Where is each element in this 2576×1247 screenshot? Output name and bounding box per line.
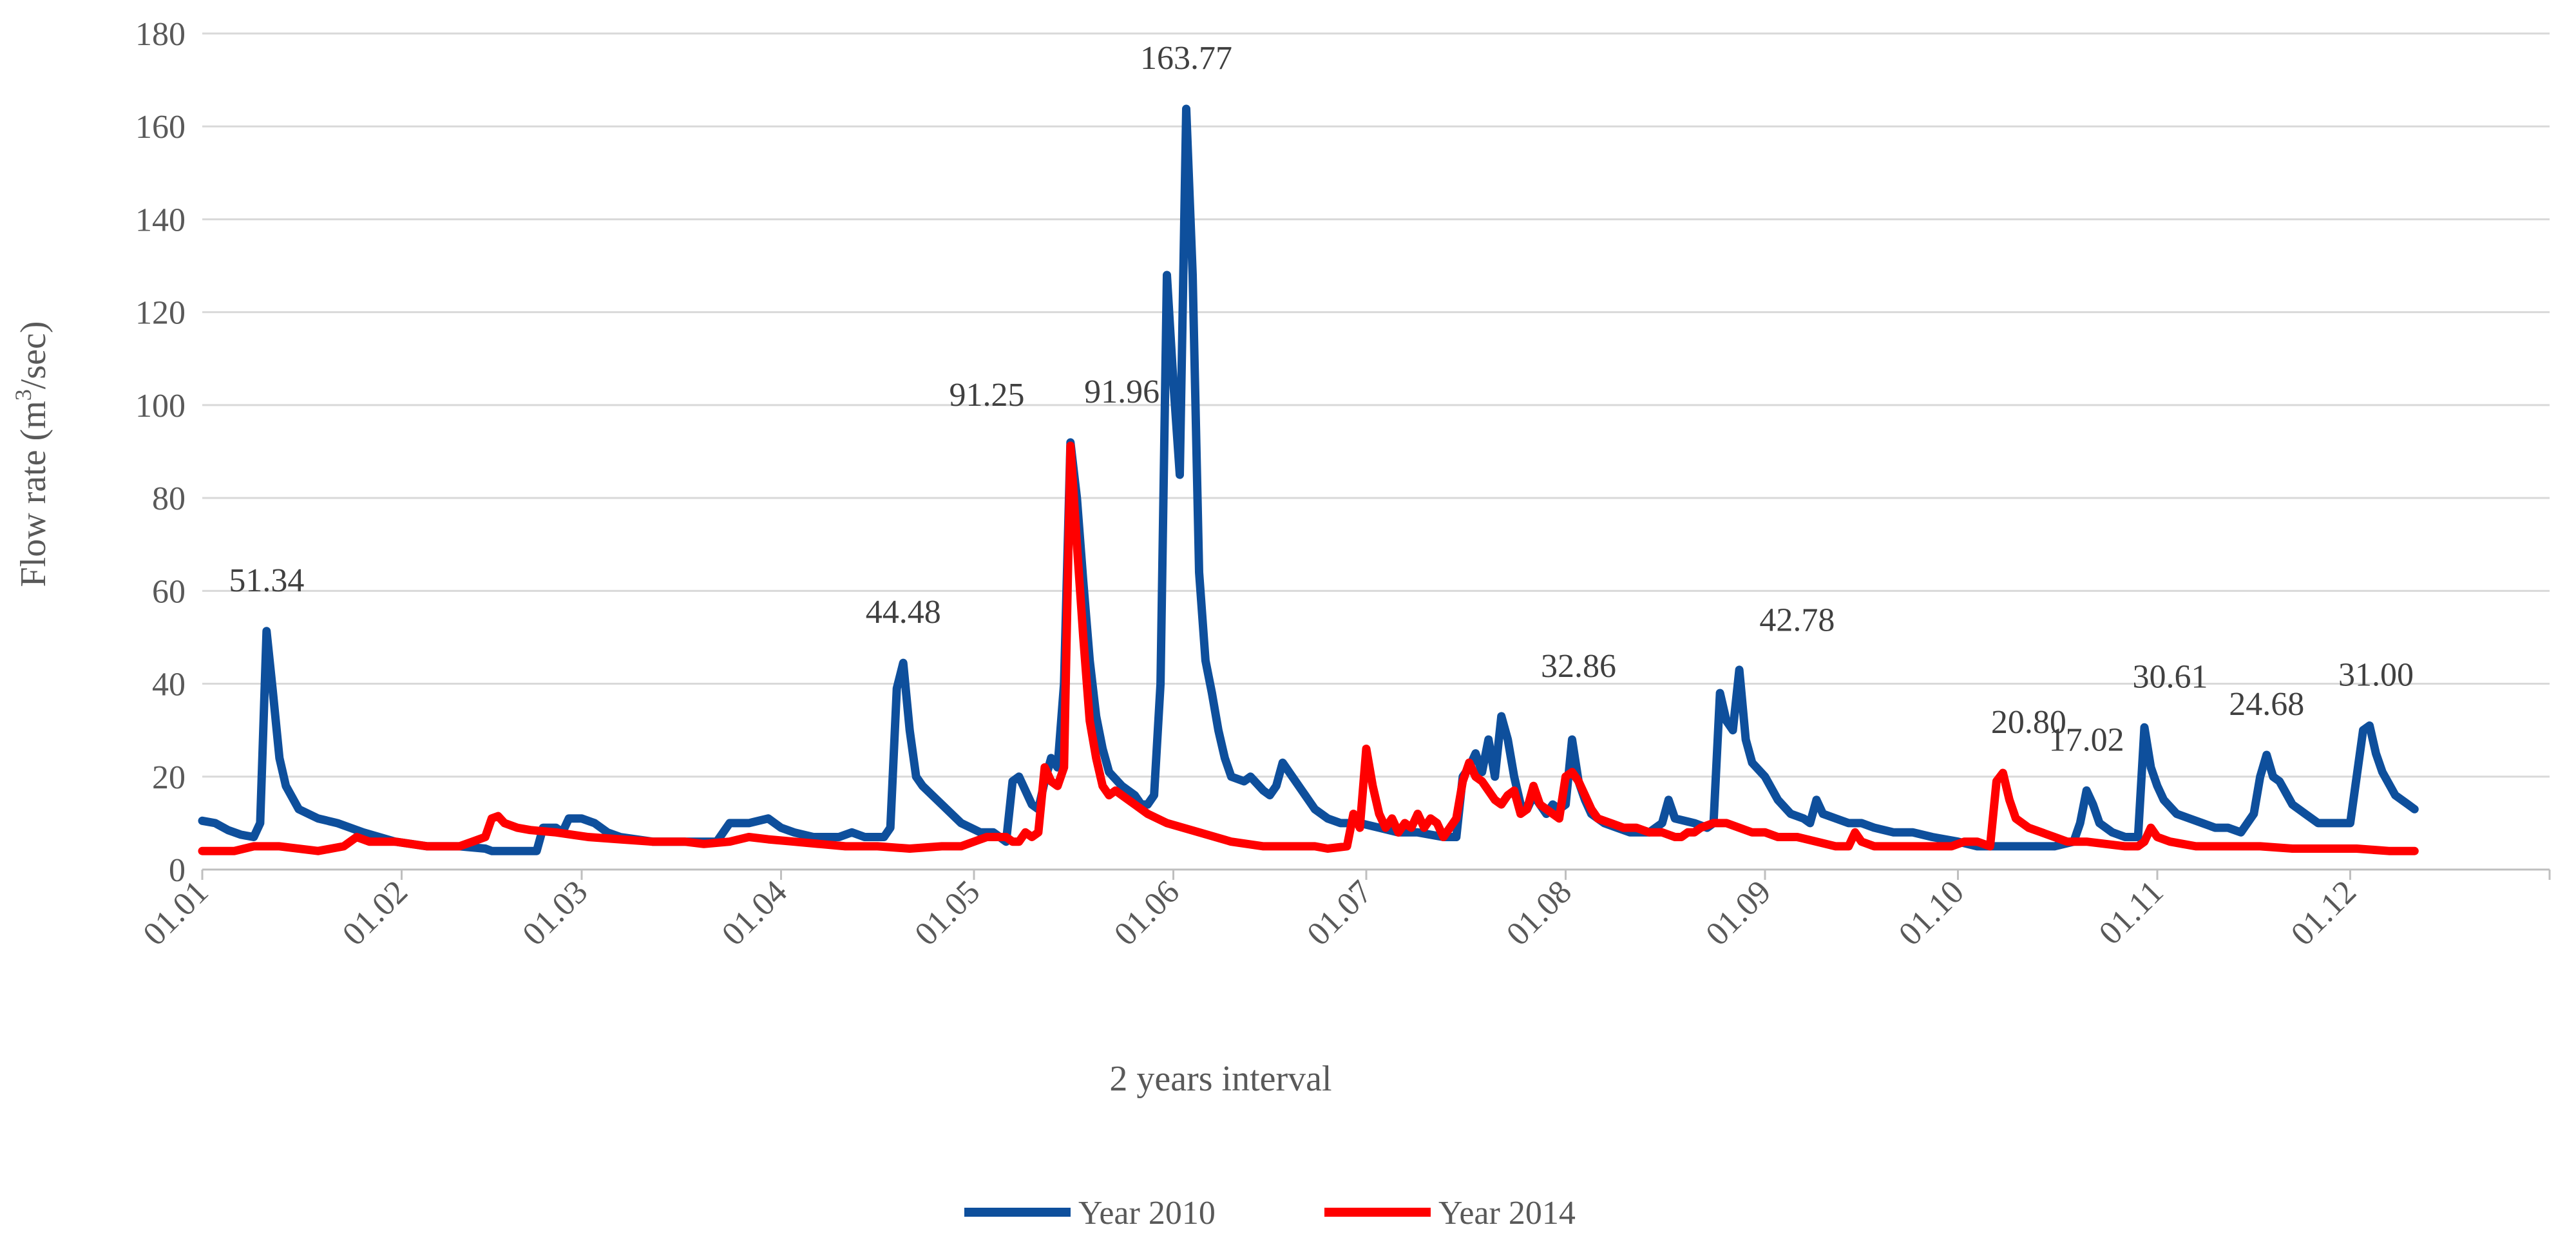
y-tick-label: 40 [152, 667, 186, 703]
data-label: 163.77 [1140, 40, 1232, 77]
y-tick-label: 80 [152, 481, 186, 517]
y-axis-label: Flow rate (m3/sec) [10, 321, 53, 587]
x-tick-label: 01.10 [1892, 873, 1971, 953]
y-tick-label: 60 [152, 573, 186, 610]
y-tick-label: 160 [135, 109, 186, 146]
x-tick-label: 01.08 [1500, 873, 1579, 953]
x-tick-label: 01.06 [1107, 873, 1187, 953]
x-tick-label: 01.02 [336, 873, 415, 953]
x-tick-label: 01.07 [1300, 873, 1379, 953]
legend-label-2010: Year 2010 [1078, 1195, 1216, 1232]
y-tick-label: 100 [135, 388, 186, 424]
data-label: 44.48 [866, 594, 941, 631]
data-label: 24.68 [2229, 686, 2304, 723]
gridlines [202, 32, 2550, 778]
y-tick-label: 140 [135, 202, 186, 238]
data-label: 32.86 [1541, 648, 1616, 685]
x-tick-label: 01.12 [2284, 873, 2363, 953]
data-label: 91.96 [1084, 374, 1159, 410]
y-tick-label: 20 [152, 759, 186, 796]
data-label: 17.02 [2049, 721, 2124, 758]
x-axis-label: 2 years interval [1109, 1059, 1331, 1099]
legend-label-2014: Year 2014 [1438, 1195, 1576, 1232]
x-tick-label: 01.09 [1699, 873, 1778, 953]
data-label: 30.61 [2132, 658, 2208, 695]
y-tick-label: 120 [135, 295, 186, 332]
x-tick-label: 01.04 [715, 873, 794, 953]
data-label: 51.34 [229, 562, 304, 599]
x-axis-ticks: 01.01 01.02 01.03 01.04 01.05 01.06 01.07 01.08… [136, 870, 2551, 953]
x-tick-label: 01.03 [515, 873, 595, 953]
x-tick-label: 01.05 [908, 873, 987, 953]
data-label: 42.78 [1759, 602, 1835, 639]
series-line-year-2014 [198, 441, 2419, 855]
data-label: 20.80 [1991, 704, 2066, 741]
x-tick-label: 01.11 [2092, 873, 2171, 952]
series-lines [198, 104, 2419, 855]
data-label: 91.25 [949, 377, 1024, 414]
y-tick-label: 180 [135, 16, 186, 53]
y-tick-label: 0 [169, 852, 186, 889]
data-label: 31.00 [2338, 656, 2414, 693]
data-labels: 51.34 44.48 91.25 91.96 163.77 32.86 42.78 20.8… [229, 40, 2414, 758]
legend: Year 2010 Year 2014 [964, 1195, 1576, 1232]
y-axis-ticks: 0 20 40 60 80 100 120 140 160 180 [135, 16, 186, 889]
